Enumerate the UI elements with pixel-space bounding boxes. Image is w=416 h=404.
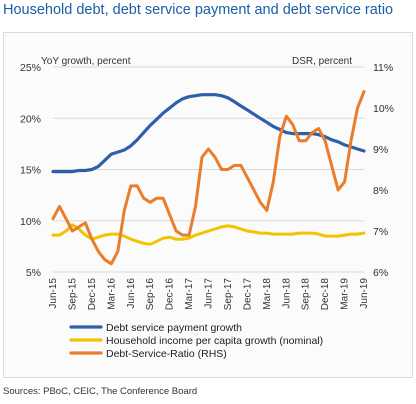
x-tick-label: Dec-17 [242,278,253,311]
x-tick-label: Dec-18 [320,278,331,311]
x-tick-label: Sep-18 [301,278,312,311]
x-tick-label: Dec-16 [165,278,176,311]
x-tick-label: Sep-16 [145,278,156,311]
x-tick-label: Dec-15 [87,278,98,311]
series-line-income-growth [51,223,366,246]
gridlines [53,66,364,273]
series-lines [51,90,366,266]
x-tick-label: Jun-17 [204,278,215,309]
series-line-dsr [51,90,366,266]
left-axis-label: YoY growth, percent [41,56,131,67]
x-tick-label: Jun-16 [126,278,137,309]
x-tick-label: Jun-15 [48,278,59,309]
legend-label: Debt-Service-Ratio (RHS) [106,348,227,360]
x-tick-label: Sep-15 [67,278,78,311]
right-axis-label: DSR, percent [292,56,352,67]
right-tick-label: 6% [373,267,388,279]
left-tick-label: 5% [26,267,41,279]
x-tick-label: Mar-18 [262,278,273,310]
left-tick-label: 15% [20,165,41,177]
left-tick-label: 10% [20,216,41,228]
source-note: Sources: PBoC, CEIC, The Conference Boar… [3,386,198,397]
x-tick-label: Jun-18 [281,278,292,309]
x-tick-label: Mar-17 [184,278,195,310]
right-tick-label: 8% [373,185,388,197]
right-tick-label: 11% [373,62,393,74]
legend-label: Debt service payment growth [106,322,242,334]
left-tick-label: 20% [20,113,41,125]
x-tick-label: Mar-16 [106,278,117,310]
x-tick-label: Sep-17 [223,278,234,311]
right-tick-label: 10% [373,103,394,115]
x-tick-label: Mar-19 [340,278,351,310]
series-line-debt-service-growth [51,93,366,174]
right-tick-label: 7% [373,226,388,238]
legend-label: Household income per capita growth (nomi… [106,335,323,347]
right-tick-label: 9% [373,144,388,156]
axes: YoY growth, percent DSR, percent 25% 20% 1… [20,56,394,310]
chart-title: Household debt, debt service payment and… [3,2,394,18]
left-tick-label: 25% [20,62,41,74]
x-tick-label: Jun-19 [359,278,370,309]
chart-panel [3,32,413,378]
